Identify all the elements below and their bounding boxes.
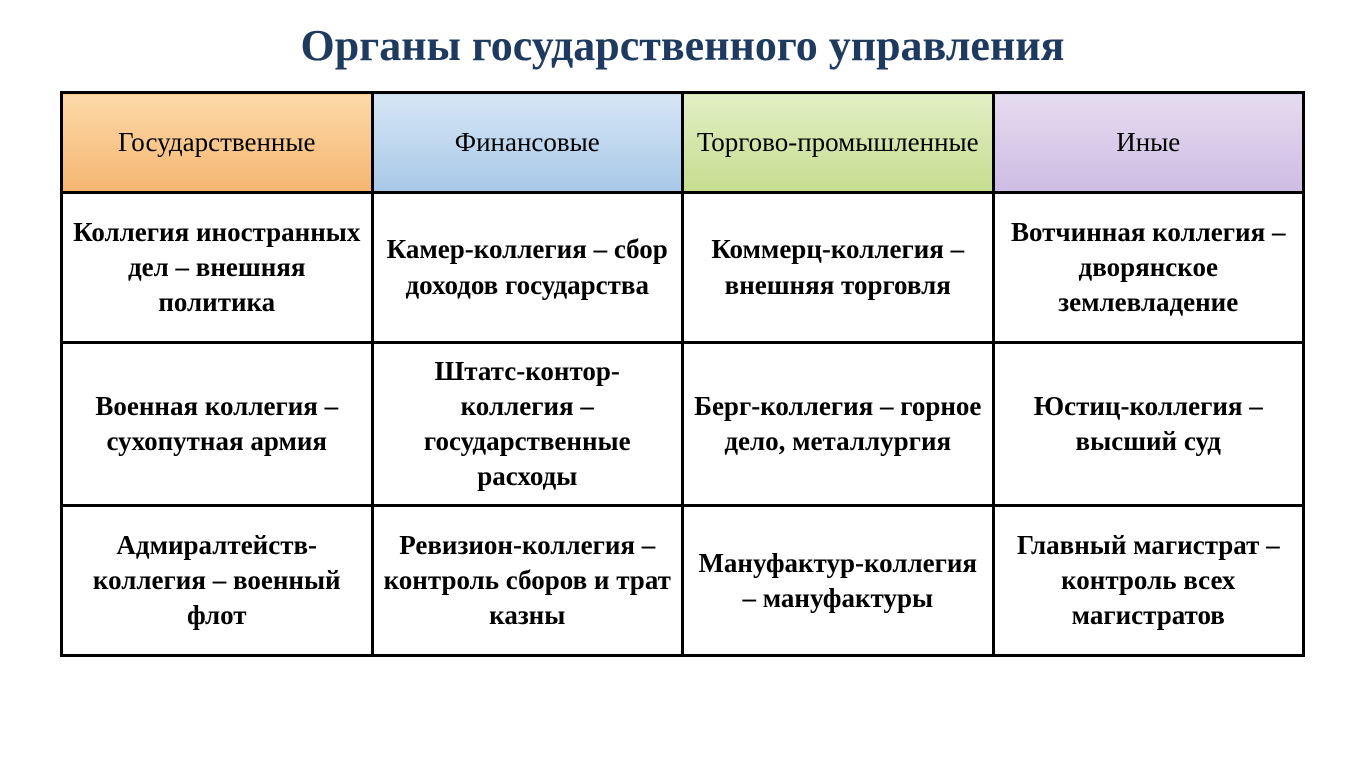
table-row: Коллегия иностранных дел – внешняя полит… — [62, 193, 1304, 343]
table-cell: Юстиц-коллегия – высший суд — [993, 343, 1304, 506]
table-cell: Военная коллегия – сухопутная армия — [62, 343, 373, 506]
page-title: Органы государственного управления — [60, 20, 1305, 71]
table-cell: Берг-коллегия – горное дело, металлургия — [683, 343, 994, 506]
table-cell: Коллегия иностранных дел – внешняя полит… — [62, 193, 373, 343]
table-cell: Адмиралтейств-коллегия – военный флот — [62, 506, 373, 656]
table-row: Адмиралтейств-коллегия – военный флот Ре… — [62, 506, 1304, 656]
column-header-state: Государственные — [62, 93, 373, 193]
table-cell: Вотчинная коллегия – дворянское землевла… — [993, 193, 1304, 343]
table-cell: Коммерц-коллегия – внешняя торговля — [683, 193, 994, 343]
table-cell: Камер-коллегия – сбор доходов государств… — [372, 193, 683, 343]
column-header-trade: Торгово-промышленные — [683, 93, 994, 193]
table-row: Военная коллегия – сухопутная армия Штат… — [62, 343, 1304, 506]
table-cell: Штатс-контор-коллегия – государственные … — [372, 343, 683, 506]
table-cell: Мануфактур-коллегия – мануфактуры — [683, 506, 994, 656]
gov-bodies-table: Государственные Финансовые Торгово-промы… — [60, 91, 1305, 657]
table-header-row: Государственные Финансовые Торгово-промы… — [62, 93, 1304, 193]
column-header-financial: Финансовые — [372, 93, 683, 193]
table-cell: Главный магистрат – контроль всех магист… — [993, 506, 1304, 656]
table-cell: Ревизион-коллегия – контроль сборов и тр… — [372, 506, 683, 656]
column-header-other: Иные — [993, 93, 1304, 193]
